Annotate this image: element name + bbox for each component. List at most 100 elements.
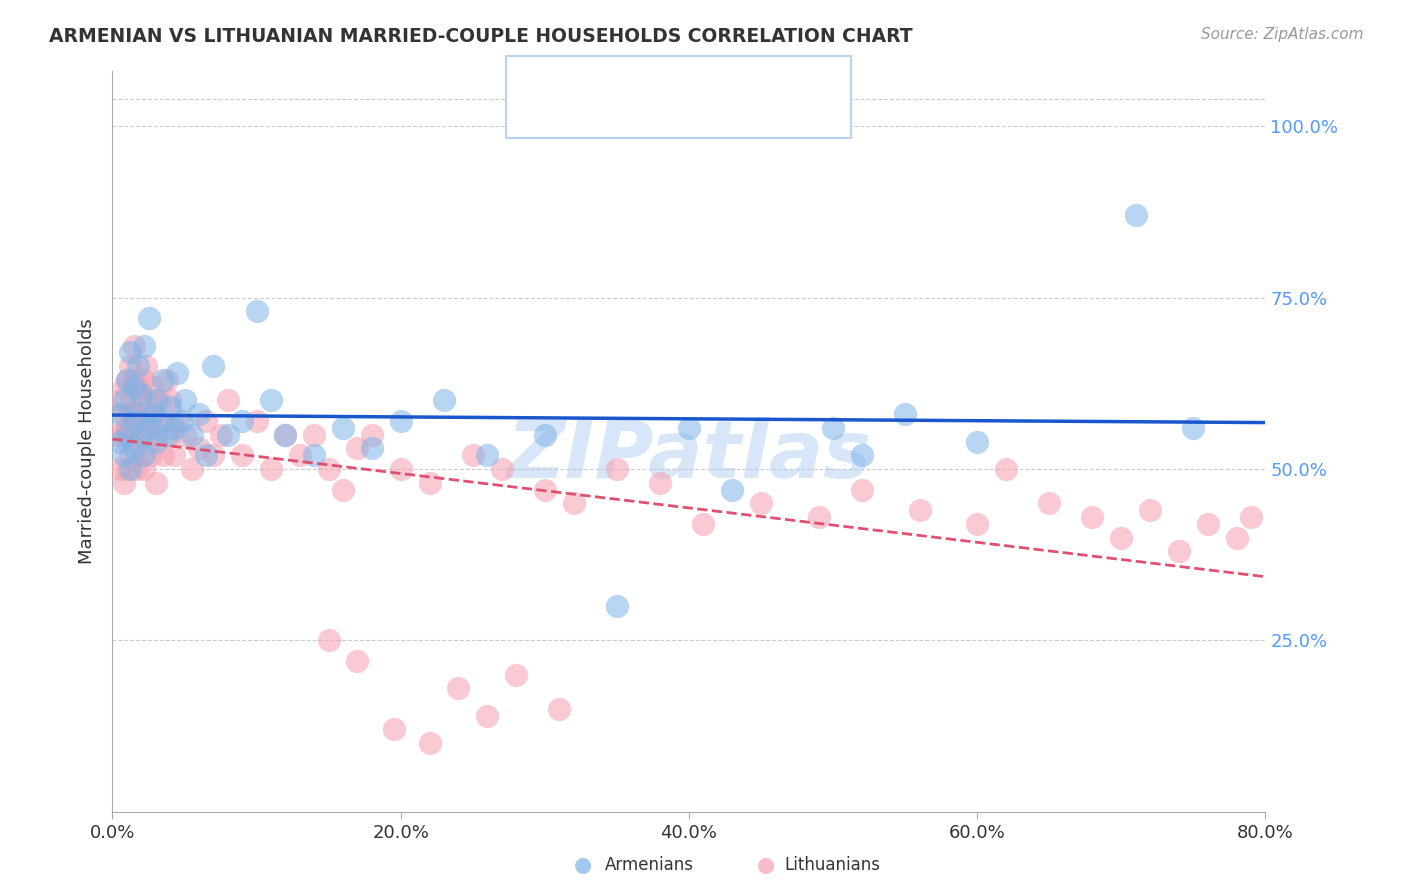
- Point: [152, 373, 174, 387]
- Point: [318, 462, 340, 476]
- Point: [108, 393, 131, 408]
- Point: [447, 681, 470, 696]
- Point: [115, 421, 138, 435]
- Text: ●: ●: [517, 70, 534, 89]
- Text: Armenians: Armenians: [605, 856, 693, 874]
- Point: [112, 393, 135, 408]
- Point: [389, 462, 412, 476]
- Point: [115, 427, 138, 442]
- Point: [145, 434, 167, 449]
- Point: [1182, 421, 1205, 435]
- Point: [173, 393, 195, 408]
- Point: [202, 359, 225, 373]
- Point: [966, 516, 988, 531]
- Point: [260, 393, 283, 408]
- Point: [606, 599, 628, 613]
- Point: [231, 448, 253, 462]
- Point: [260, 462, 283, 476]
- Point: [966, 434, 988, 449]
- Point: [145, 427, 167, 442]
- Point: [149, 393, 172, 408]
- Point: [304, 427, 326, 442]
- Point: [749, 496, 772, 510]
- Text: ●: ●: [517, 111, 534, 130]
- Point: [138, 421, 160, 435]
- Point: [129, 386, 153, 401]
- Point: [108, 407, 131, 421]
- Point: [127, 380, 149, 394]
- Point: [908, 503, 931, 517]
- Text: Lithuanians: Lithuanians: [785, 856, 880, 874]
- Point: [419, 736, 441, 750]
- Point: [678, 421, 700, 435]
- Text: 92: 92: [710, 112, 734, 129]
- Point: [111, 407, 134, 421]
- Point: [1081, 510, 1104, 524]
- Point: [112, 475, 135, 490]
- Point: [134, 373, 156, 387]
- Point: [188, 407, 211, 421]
- Point: [152, 414, 174, 428]
- Text: ●: ●: [758, 855, 775, 875]
- Point: [163, 421, 186, 435]
- Point: [505, 667, 527, 681]
- Point: [122, 414, 145, 428]
- Point: [120, 427, 142, 442]
- Text: ZIPatlas: ZIPatlas: [506, 417, 872, 495]
- Point: [562, 496, 585, 510]
- Point: [475, 448, 499, 462]
- Point: [127, 407, 149, 421]
- Point: [246, 414, 269, 428]
- Point: [360, 427, 382, 442]
- Point: [491, 462, 513, 476]
- Text: N =: N =: [668, 70, 699, 88]
- Point: [122, 373, 145, 387]
- Point: [1139, 503, 1161, 517]
- Point: [145, 475, 167, 490]
- Text: ARMENIAN VS LITHUANIAN MARRIED-COUPLE HOUSEHOLDS CORRELATION CHART: ARMENIAN VS LITHUANIAN MARRIED-COUPLE HO…: [49, 27, 912, 45]
- Point: [346, 442, 368, 456]
- Point: [166, 414, 188, 428]
- Point: [209, 427, 232, 442]
- Point: [721, 483, 744, 497]
- Point: [217, 427, 239, 442]
- Point: [419, 475, 441, 490]
- Point: [145, 393, 167, 408]
- Point: [115, 373, 138, 387]
- Point: [304, 448, 326, 462]
- Point: [138, 427, 160, 442]
- Point: [122, 380, 145, 394]
- Point: [134, 338, 156, 352]
- Point: [180, 427, 202, 442]
- Point: [382, 723, 405, 737]
- Text: -0.076: -0.076: [591, 112, 650, 129]
- Point: [118, 359, 141, 373]
- Point: [188, 442, 211, 456]
- Point: [231, 414, 253, 428]
- Point: [807, 510, 830, 524]
- Point: [173, 427, 195, 442]
- Point: [152, 448, 174, 462]
- Point: [274, 427, 297, 442]
- Point: [166, 366, 188, 380]
- Point: [118, 462, 141, 476]
- Y-axis label: Married-couple Households: Married-couple Households: [77, 318, 96, 565]
- Point: [141, 448, 163, 462]
- Point: [134, 448, 156, 462]
- Point: [288, 448, 311, 462]
- Point: [105, 427, 128, 442]
- Point: [142, 380, 165, 394]
- Point: [180, 462, 202, 476]
- Text: R =: R =: [548, 70, 579, 88]
- Point: [118, 448, 141, 462]
- Point: [122, 338, 145, 352]
- Point: [360, 442, 382, 456]
- Point: [851, 483, 873, 497]
- Point: [159, 401, 181, 415]
- Point: [156, 427, 179, 442]
- Text: Source: ZipAtlas.com: Source: ZipAtlas.com: [1201, 27, 1364, 42]
- Point: [127, 359, 149, 373]
- Point: [318, 633, 340, 648]
- Text: 0.070: 0.070: [591, 70, 643, 88]
- Point: [195, 414, 218, 428]
